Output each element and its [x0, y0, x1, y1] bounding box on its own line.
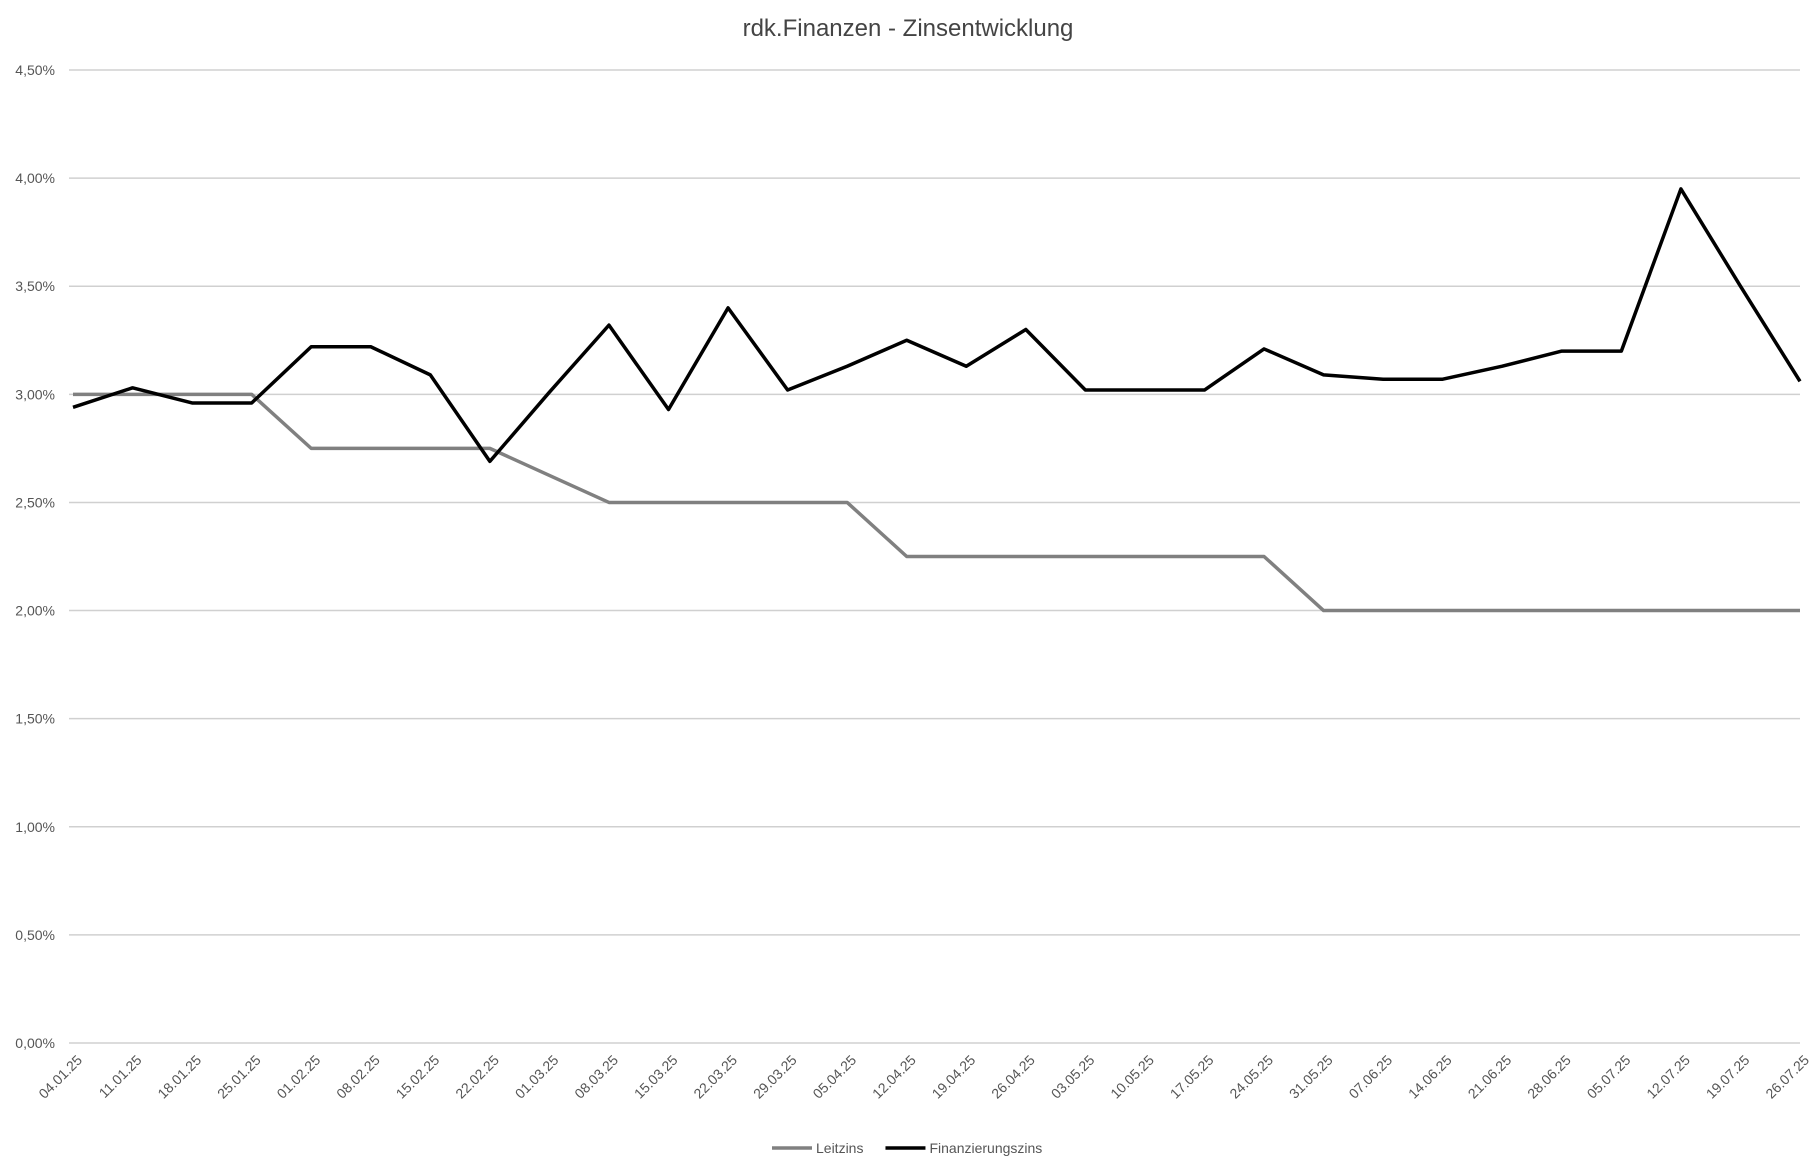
x-tick-label: 22.03.25	[690, 1052, 740, 1102]
x-tick-label: 01.03.25	[512, 1052, 562, 1102]
x-tick-label: 19.04.25	[929, 1052, 979, 1102]
line-series	[73, 392, 1800, 613]
y-tick-label: 1,50%	[15, 711, 55, 727]
legend-label: Finanzierungszins	[929, 1140, 1042, 1156]
x-tick-label: 11.01.25	[96, 1052, 145, 1101]
y-tick-label: 4,00%	[15, 170, 55, 186]
x-tick-label: 14.06.25	[1405, 1052, 1455, 1102]
y-tick-label: 4,50%	[15, 62, 55, 78]
x-tick-label: 15.02.25	[393, 1052, 443, 1102]
x-tick-label: 05.07.25	[1584, 1052, 1634, 1102]
y-tick-label: 1,00%	[15, 819, 55, 835]
x-tick-label: 21.06.25	[1465, 1052, 1515, 1102]
legend-label: Leitzins	[816, 1140, 863, 1156]
x-tick-label: 24.05.25	[1226, 1052, 1276, 1102]
x-tick-label: 26.04.25	[988, 1052, 1038, 1102]
x-tick-label: 08.03.25	[571, 1052, 621, 1102]
x-tick-label: 12.04.25	[869, 1052, 919, 1102]
x-tick-label: 01.02.25	[273, 1052, 323, 1102]
x-tick-label: 22.02.25	[452, 1052, 502, 1102]
y-tick-label: 2,50%	[15, 494, 55, 510]
y-tick-label: 0,50%	[15, 927, 55, 943]
x-tick-label: 12.07.25	[1643, 1052, 1693, 1102]
x-tick-label: 15.03.25	[631, 1052, 681, 1102]
x-tick-label: 18.01.25	[154, 1052, 204, 1102]
x-tick-label: 05.04.25	[809, 1052, 859, 1102]
x-tick-label: 25.01.25	[214, 1052, 264, 1102]
x-tick-label: 03.05.25	[1048, 1052, 1098, 1102]
y-tick-label: 3,50%	[15, 278, 55, 294]
line-series	[72, 187, 1802, 464]
x-tick-label: 07.06.25	[1345, 1052, 1395, 1102]
y-tick-label: 2,00%	[15, 603, 55, 619]
y-tick-label: 0,00%	[15, 1035, 55, 1051]
x-tick-label: 04.01.25	[35, 1052, 85, 1102]
x-tick-label: 28.06.25	[1524, 1052, 1574, 1102]
x-tick-label: 29.03.25	[750, 1052, 800, 1102]
x-tick-label: 31.05.25	[1286, 1052, 1336, 1102]
y-tick-label: 3,00%	[15, 386, 55, 402]
x-tick-label: 08.02.25	[333, 1052, 383, 1102]
chart-title: rdk.Finanzen - Zinsentwicklung	[743, 15, 1074, 42]
x-tick-label: 17.05.25	[1167, 1052, 1217, 1102]
x-tick-label: 19.07.25	[1703, 1052, 1753, 1102]
x-tick-label: 26.07.25	[1762, 1052, 1812, 1102]
x-tick-label: 10.05.25	[1107, 1052, 1157, 1102]
